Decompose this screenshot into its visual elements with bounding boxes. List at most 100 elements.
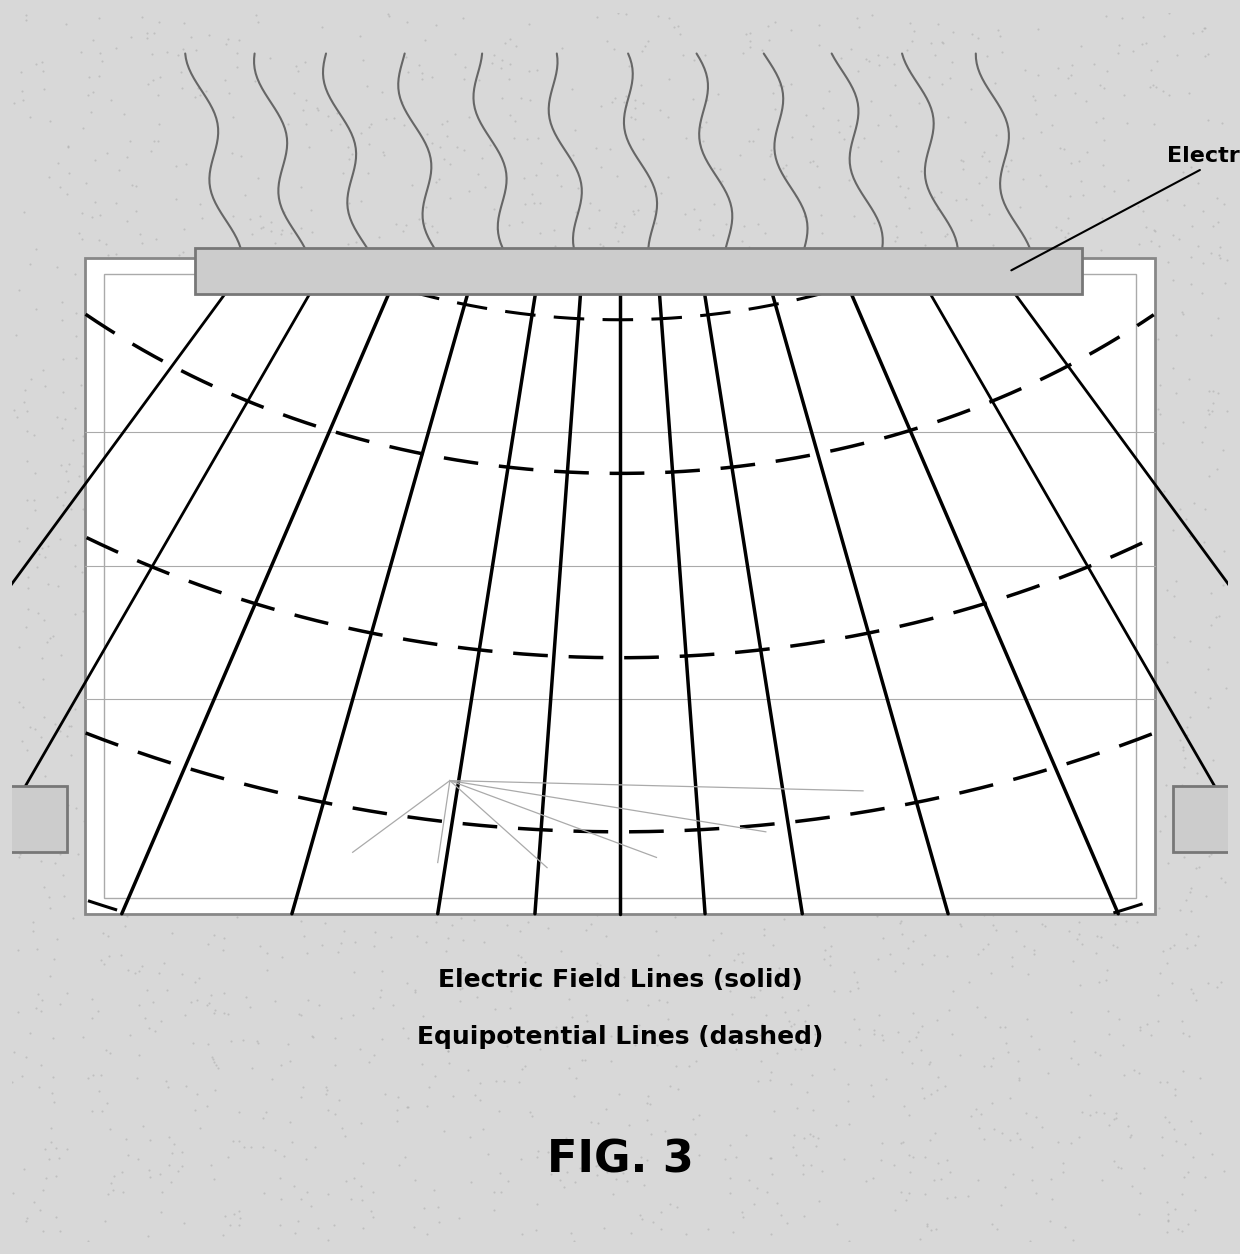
Point <box>920 1052 940 1072</box>
Point <box>296 114 316 134</box>
Point <box>413 1055 433 1075</box>
Point <box>1211 972 1231 992</box>
Point <box>899 1145 919 1165</box>
Point <box>1203 381 1223 401</box>
Point <box>248 11 268 31</box>
Point <box>1078 143 1097 163</box>
Point <box>677 864 697 884</box>
Point <box>885 747 905 767</box>
Point <box>656 974 676 994</box>
Point <box>1028 734 1048 754</box>
Point <box>510 463 529 483</box>
Point <box>1068 551 1087 571</box>
Point <box>356 761 376 781</box>
Point <box>994 538 1014 558</box>
Point <box>274 1146 294 1166</box>
Point <box>559 518 579 538</box>
Point <box>145 1021 165 1041</box>
Point <box>122 305 141 325</box>
Point <box>1166 1131 1185 1151</box>
Point <box>627 815 647 835</box>
Point <box>591 157 611 177</box>
Point <box>883 706 903 726</box>
Point <box>322 647 342 667</box>
Point <box>259 656 279 676</box>
Point <box>595 276 615 296</box>
Point <box>770 602 790 622</box>
Point <box>1115 867 1135 887</box>
Point <box>279 331 299 351</box>
Point <box>203 1003 223 1023</box>
Point <box>639 996 658 1016</box>
Point <box>918 582 937 602</box>
Point <box>745 594 765 614</box>
Point <box>594 567 614 587</box>
Point <box>1166 1199 1185 1219</box>
Point <box>239 469 259 489</box>
Point <box>1056 273 1076 293</box>
Point <box>1104 1109 1123 1129</box>
Point <box>913 954 932 974</box>
Text: Electric Field Lines (solid): Electric Field Lines (solid) <box>438 968 802 992</box>
Point <box>761 144 781 164</box>
Point <box>181 28 201 48</box>
Point <box>396 216 415 236</box>
Point <box>587 953 606 973</box>
Point <box>91 760 110 780</box>
Point <box>1043 350 1063 370</box>
Point <box>1132 399 1152 419</box>
Point <box>773 76 792 97</box>
Point <box>335 1126 355 1146</box>
Point <box>288 61 308 82</box>
Point <box>1069 1126 1089 1146</box>
Point <box>1102 900 1122 920</box>
Point <box>968 593 988 613</box>
Point <box>1121 1125 1141 1145</box>
Point <box>939 107 959 127</box>
Point <box>754 1032 774 1052</box>
Point <box>14 90 33 110</box>
Point <box>397 1097 417 1117</box>
Point <box>870 150 890 171</box>
Point <box>500 998 520 1018</box>
Point <box>114 688 134 709</box>
Point <box>47 795 67 815</box>
Point <box>601 1051 621 1071</box>
Point <box>887 216 906 236</box>
Point <box>1128 196 1148 216</box>
Point <box>572 382 591 403</box>
Point <box>304 406 324 426</box>
Point <box>965 292 985 312</box>
Point <box>923 552 942 572</box>
Point <box>627 443 647 463</box>
Point <box>773 974 792 994</box>
Point <box>937 1150 957 1170</box>
Point <box>651 183 671 203</box>
Point <box>381 370 401 390</box>
Point <box>506 425 526 445</box>
Point <box>756 334 776 354</box>
Point <box>118 907 138 927</box>
Point <box>794 1155 813 1175</box>
Point <box>1218 251 1238 271</box>
Point <box>821 935 841 956</box>
Point <box>285 825 305 845</box>
Point <box>156 1071 176 1091</box>
Point <box>640 1095 660 1115</box>
Point <box>38 887 58 907</box>
Point <box>858 863 878 883</box>
Point <box>782 552 802 572</box>
Point <box>660 510 680 530</box>
Point <box>846 448 866 468</box>
Point <box>1044 612 1064 632</box>
Point <box>832 655 852 675</box>
Point <box>17 740 37 760</box>
Point <box>391 325 410 345</box>
Point <box>291 1004 311 1025</box>
Point <box>1135 844 1154 864</box>
Point <box>299 991 319 1011</box>
Point <box>1048 59 1068 79</box>
Point <box>201 500 221 520</box>
Point <box>826 681 846 701</box>
Point <box>582 914 601 934</box>
